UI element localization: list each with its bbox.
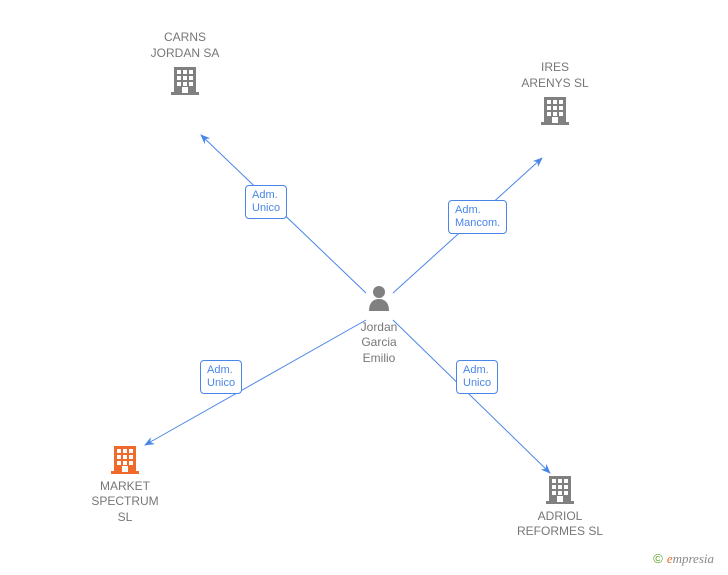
person-icon	[367, 285, 391, 316]
person-label: Jordan Garcia Emilio	[344, 320, 414, 367]
company-node-carns[interactable]: CARNS JORDAN SA	[130, 30, 240, 100]
edge-line	[145, 320, 366, 445]
copyright-symbol: ©	[653, 551, 663, 566]
edge-label: Adm. Unico	[456, 360, 498, 394]
company-label: CARNS JORDAN SA	[130, 30, 240, 61]
edge-label: Adm. Mancom.	[448, 200, 507, 234]
company-label: MARKET SPECTRUM SL	[70, 479, 180, 526]
building-icon	[546, 474, 574, 509]
edge-label: Adm. Unico	[245, 185, 287, 219]
building-icon	[171, 65, 199, 100]
building-icon	[541, 95, 569, 130]
edge-label: Adm. Unico	[200, 360, 242, 394]
person-node-center[interactable]: Jordan Garcia Emilio	[344, 285, 414, 366]
building-icon	[111, 444, 139, 479]
brand-rest: mpresia	[673, 551, 714, 566]
company-node-adriol[interactable]: ADRIOL REFORMES SL	[505, 470, 615, 540]
watermark: ©empresia	[653, 551, 714, 567]
company-node-market[interactable]: MARKET SPECTRUM SL	[70, 440, 180, 525]
company-label: ADRIOL REFORMES SL	[505, 509, 615, 540]
edge-line	[393, 320, 550, 473]
company-label: IRES ARENYS SL	[500, 60, 610, 91]
company-node-ires[interactable]: IRES ARENYS SL	[500, 60, 610, 130]
